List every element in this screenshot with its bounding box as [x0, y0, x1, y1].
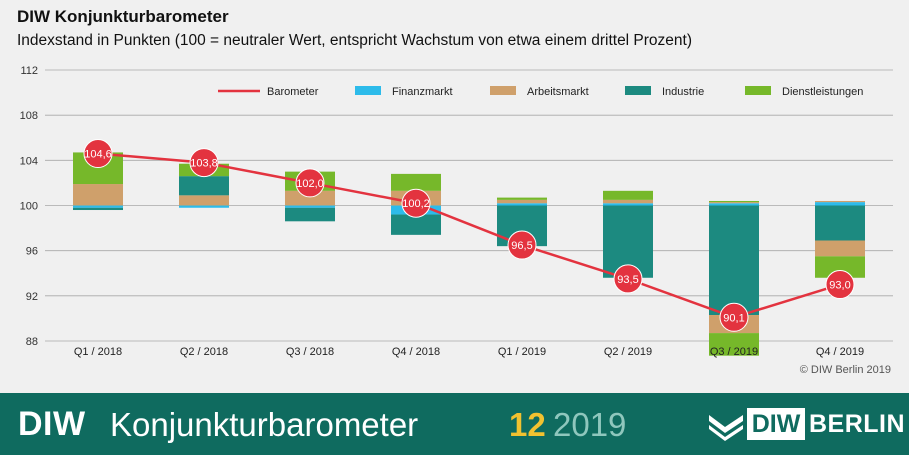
bar-segment — [709, 333, 759, 356]
barometer-point — [401, 188, 431, 218]
bar-segment — [179, 195, 229, 206]
barometer-value-label: 96,5 — [511, 240, 532, 252]
bar-segment — [815, 202, 865, 206]
bar-segment — [603, 203, 653, 206]
barometer-point — [613, 264, 643, 294]
legend-label: Dienstleistungen — [782, 86, 863, 98]
y-tick-label: 108 — [20, 110, 38, 122]
bar-segment — [73, 205, 123, 208]
bar-segment — [709, 203, 759, 206]
legend-swatch — [745, 86, 771, 95]
copyright: © DIW Berlin 2019 — [799, 364, 891, 376]
legend-label: Arbeitsmarkt — [527, 86, 589, 98]
x-tick-label: Q2 / 2019 — [604, 346, 652, 358]
logo-diw-text: DIW — [747, 408, 805, 440]
x-tick-label: Q4 / 2019 — [816, 346, 864, 358]
x-tick-label: Q2 / 2018 — [180, 346, 228, 358]
barometer-value-label: 104,6 — [84, 149, 112, 161]
bar-segment — [497, 203, 547, 206]
barometer-value-label: 93,0 — [829, 280, 850, 292]
barometer-point — [189, 148, 219, 178]
x-tick-label: Q1 / 2019 — [498, 346, 546, 358]
y-tick-label: 100 — [20, 201, 38, 213]
bar-segment — [73, 207, 123, 211]
x-tick-label: Q3 / 2018 — [286, 346, 334, 358]
barometer-point — [295, 168, 325, 198]
bar-segment — [815, 200, 865, 203]
bar-segment — [815, 240, 865, 257]
legend-swatch — [355, 86, 381, 95]
x-tick-label: Q3 / 2019 — [710, 346, 758, 358]
footer-year: 2019 — [553, 406, 627, 443]
bar-segment — [73, 184, 123, 206]
legend-label: Barometer — [267, 86, 319, 98]
barometer-value-label: 103,8 — [190, 158, 218, 170]
footer-banner: DIW Konjunkturbarometer 12 2019 DIW BERL… — [0, 393, 909, 455]
footer-issue-number: 12 — [509, 406, 546, 443]
bar-segment — [709, 205, 759, 316]
chart-subtitle: Indexstand in Punkten (100 = neutraler W… — [17, 32, 693, 49]
bar-segment — [497, 197, 547, 200]
y-tick-label: 112 — [20, 65, 38, 77]
y-tick-label: 88 — [26, 336, 38, 348]
bar-segment — [497, 199, 547, 204]
legend-swatch — [490, 86, 516, 95]
bar-segment — [815, 205, 865, 241]
diw-logo-mark-icon — [709, 415, 743, 441]
barometer-point — [719, 302, 749, 332]
bar-segment — [285, 207, 335, 222]
bar-segment — [285, 190, 335, 206]
bar-segment — [179, 176, 229, 196]
bar-segment — [391, 173, 441, 191]
legend-label: Finanzmarkt — [392, 86, 453, 98]
footer-brand: DIW — [18, 405, 86, 443]
bar-segment — [391, 214, 441, 235]
diw-berlin-logo: DIW BERLIN — [709, 408, 905, 442]
barometer-point — [825, 270, 855, 300]
y-tick-label: 104 — [20, 155, 38, 167]
bar-segment — [709, 200, 759, 203]
barometer-value-label: 93,5 — [617, 274, 638, 286]
legend-label: Industrie — [662, 86, 704, 98]
barometer-value-label: 100,2 — [402, 198, 430, 210]
barometer-line — [97, 152, 841, 319]
logo-berlin-text: BERLIN — [809, 410, 906, 438]
bar-segment — [815, 256, 865, 278]
chart-title: DIW Konjunkturbarometer — [17, 7, 229, 26]
x-tick-label: Q4 / 2018 — [392, 346, 440, 358]
barometer-value-label: 102,0 — [296, 178, 324, 190]
barometer-value-label: 90,1 — [723, 312, 744, 324]
bar-segment — [285, 205, 335, 208]
y-tick-label: 92 — [26, 291, 38, 303]
bar-segment — [709, 202, 759, 204]
bar-segment — [603, 199, 653, 204]
legend-swatch — [625, 86, 651, 95]
chart: 88 92 96 100 104 108 112 104,6 103,8 102,0 100,2 96… — [20, 65, 893, 358]
barometer-point — [83, 139, 113, 169]
x-tick-label: Q1 / 2018 — [74, 346, 122, 358]
bar-segment — [179, 205, 229, 208]
y-tick-label: 96 — [26, 246, 38, 258]
bar-segment — [603, 190, 653, 200]
barometer-point — [507, 230, 537, 260]
footer-title: Konjunkturbarometer — [110, 406, 419, 443]
